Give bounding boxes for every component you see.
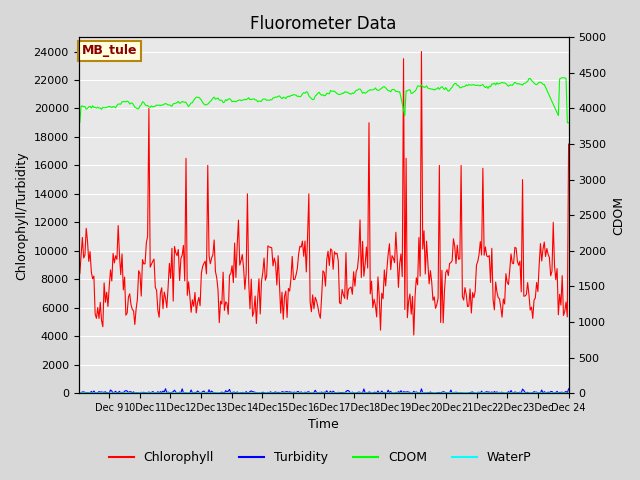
Y-axis label: CDOM: CDOM [612, 196, 625, 235]
Legend: Chlorophyll, Turbidity, CDOM, WaterP: Chlorophyll, Turbidity, CDOM, WaterP [104, 446, 536, 469]
Title: Fluorometer Data: Fluorometer Data [250, 15, 397, 33]
Y-axis label: Chlorophyll/Turbidity: Chlorophyll/Turbidity [15, 151, 28, 279]
X-axis label: Time: Time [308, 419, 339, 432]
Text: MB_tule: MB_tule [81, 45, 137, 58]
